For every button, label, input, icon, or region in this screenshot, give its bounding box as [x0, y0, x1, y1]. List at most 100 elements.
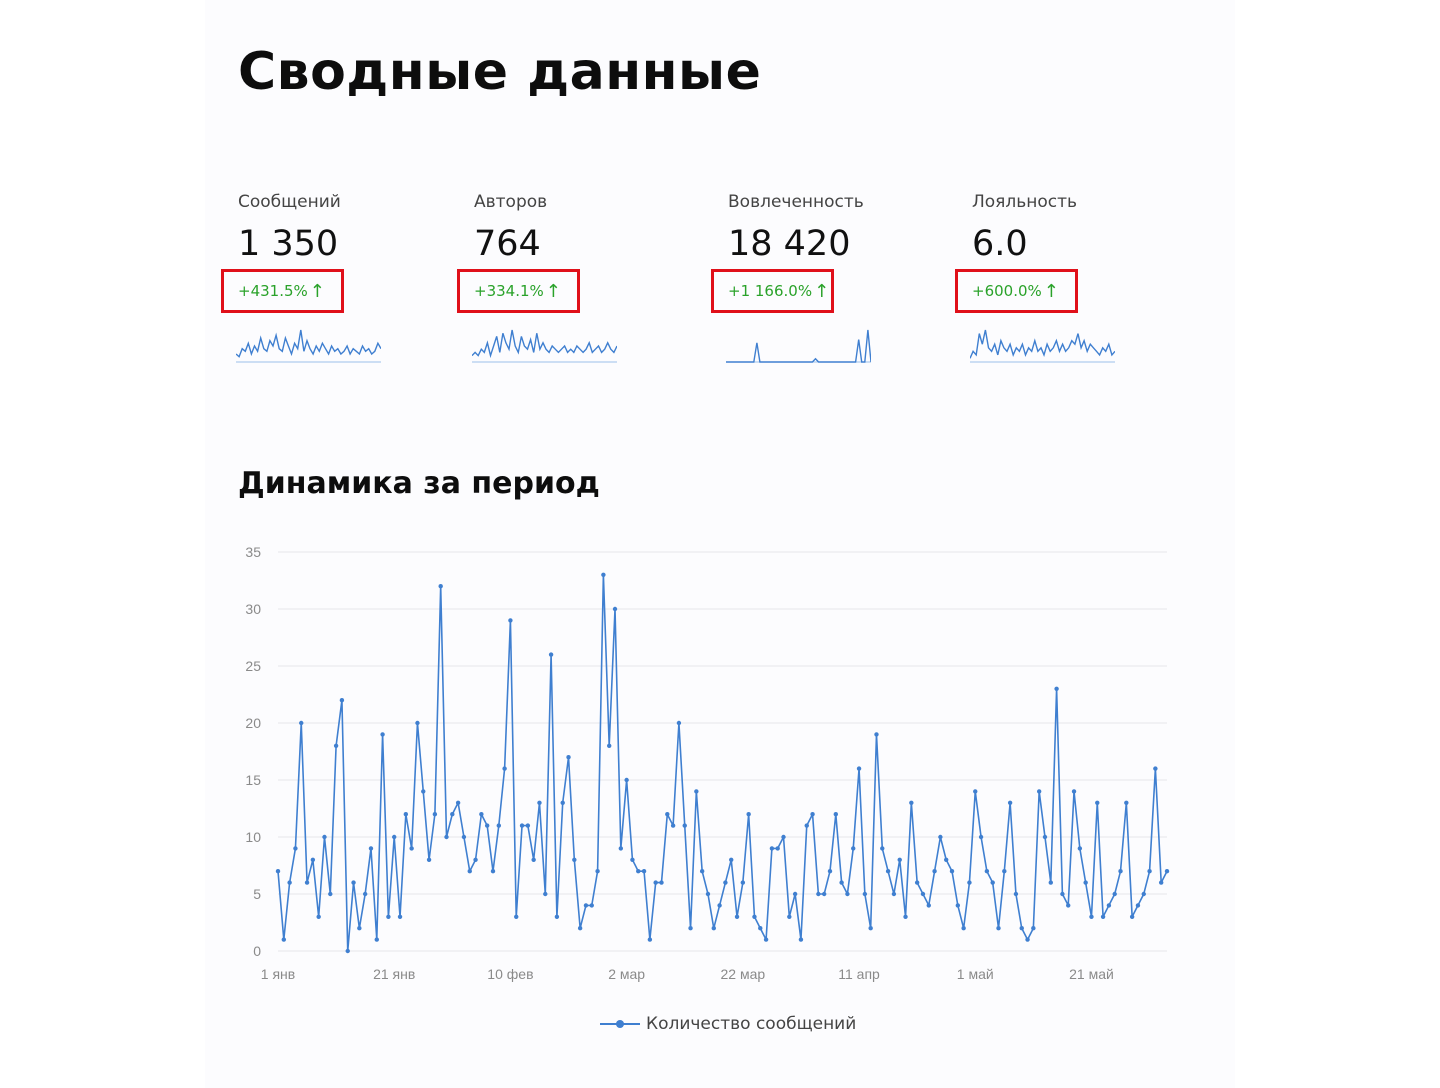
- kpi-delta-badge: +334.1% ↑: [457, 269, 580, 313]
- data-point: [949, 869, 955, 874]
- legend-label: Количество сообщений: [646, 1014, 857, 1034]
- data-point: [914, 880, 920, 885]
- data-point: [1129, 914, 1135, 919]
- data-point: [711, 926, 716, 931]
- kpi-value: 6.0: [972, 224, 1028, 264]
- data-point: [293, 846, 298, 851]
- kpi-messages: Сообщений 1 350 +431.5% ↑: [221, 192, 458, 363]
- data-point: [862, 891, 868, 897]
- data-point: [734, 914, 740, 919]
- series-line: [277, 573, 1168, 952]
- data-point: [955, 903, 961, 908]
- data-point: [450, 812, 455, 817]
- data-point: [851, 846, 856, 851]
- data-point: [467, 869, 472, 874]
- data-point: [845, 891, 850, 897]
- data-point: [1042, 834, 1048, 840]
- data-point: [1106, 903, 1112, 908]
- arrow-up-icon: ↑: [1043, 280, 1059, 302]
- data-point: [1036, 789, 1042, 794]
- data-point: [827, 869, 833, 874]
- data-point: [380, 732, 385, 737]
- data-point: [763, 937, 769, 942]
- data-point: [618, 846, 624, 851]
- data-point: [479, 812, 484, 817]
- data-point: [1164, 869, 1170, 874]
- data-point: [397, 914, 403, 919]
- data-point: [438, 584, 443, 589]
- data-point: [566, 755, 571, 760]
- data-point: [967, 880, 972, 885]
- data-point: [798, 937, 804, 942]
- data-point: [299, 720, 304, 726]
- data-point: [1118, 869, 1123, 874]
- data-point: [362, 891, 368, 897]
- x-tick-label: 21 янв: [373, 966, 415, 982]
- data-point: [694, 789, 699, 794]
- kpi-value: 764: [474, 224, 541, 264]
- data-point: [740, 880, 746, 885]
- data-point: [554, 914, 560, 919]
- kpi-label: Вовлеченность: [728, 192, 864, 212]
- kpi-delta-badge: +600.0% ↑: [955, 269, 1078, 313]
- kpi-label: Авторов: [474, 192, 548, 212]
- data-point: [775, 846, 780, 851]
- data-point: [670, 823, 676, 828]
- arrow-up-icon: ↑: [309, 280, 325, 302]
- data-point: [978, 834, 984, 840]
- data-point: [572, 857, 577, 862]
- data-point: [973, 789, 978, 794]
- data-point: [426, 857, 432, 862]
- data-point: [525, 823, 531, 828]
- data-point: [647, 937, 653, 942]
- data-point: [636, 869, 641, 874]
- data-point: [339, 698, 345, 703]
- data-point: [705, 891, 711, 897]
- section-title: Динамика за период: [238, 466, 600, 501]
- data-point: [368, 846, 374, 851]
- data-point: [996, 926, 1001, 931]
- data-point: [461, 834, 467, 840]
- data-point: [287, 880, 292, 885]
- data-point: [310, 857, 316, 862]
- data-point: [903, 914, 908, 919]
- data-point: [1100, 914, 1106, 919]
- data-point: [1007, 800, 1013, 805]
- data-point: [345, 948, 350, 954]
- data-point: [403, 812, 409, 817]
- data-point: [961, 926, 966, 931]
- data-point: [519, 823, 525, 828]
- kpi-engagement: Вовлеченность 18 420 +1 166.0% ↑: [711, 192, 948, 363]
- arrow-up-icon: ↑: [814, 280, 830, 302]
- data-point: [909, 800, 914, 805]
- data-point: [1048, 880, 1053, 885]
- data-point: [607, 743, 612, 748]
- y-tick-label: 20: [245, 715, 261, 731]
- y-tick-label: 35: [245, 544, 261, 560]
- sparkline: [472, 329, 617, 363]
- data-point: [1054, 686, 1059, 691]
- line-chart: 0 5 10 15 20 25 30 35 1 янв 21 янв 10 фев 2 мар 22 м…: [245, 544, 1170, 982]
- data-point: [484, 823, 490, 828]
- data-point: [612, 606, 618, 612]
- data-point: [275, 869, 281, 874]
- data-point: [792, 891, 798, 897]
- data-point: [1112, 891, 1117, 897]
- page-title: Сводные данные: [238, 42, 762, 102]
- sparkline-series: [970, 329, 1115, 359]
- data-point: [1060, 891, 1065, 897]
- data-point: [926, 903, 931, 908]
- data-point: [1135, 903, 1141, 908]
- kpi-delta-value: +1 166.0%: [728, 282, 813, 300]
- data-point: [752, 914, 757, 919]
- data-point: [891, 891, 897, 897]
- data-point: [583, 903, 589, 908]
- data-point: [944, 857, 949, 862]
- kpi-label: Лояльность: [972, 192, 1078, 212]
- x-tick-label: 11 апр: [838, 966, 880, 982]
- x-tick-label: 2 мар: [608, 966, 645, 982]
- chart-legend: Количество сообщений: [600, 1014, 856, 1034]
- data-point: [392, 834, 397, 840]
- data-point: [1083, 880, 1088, 885]
- data-point: [548, 652, 554, 657]
